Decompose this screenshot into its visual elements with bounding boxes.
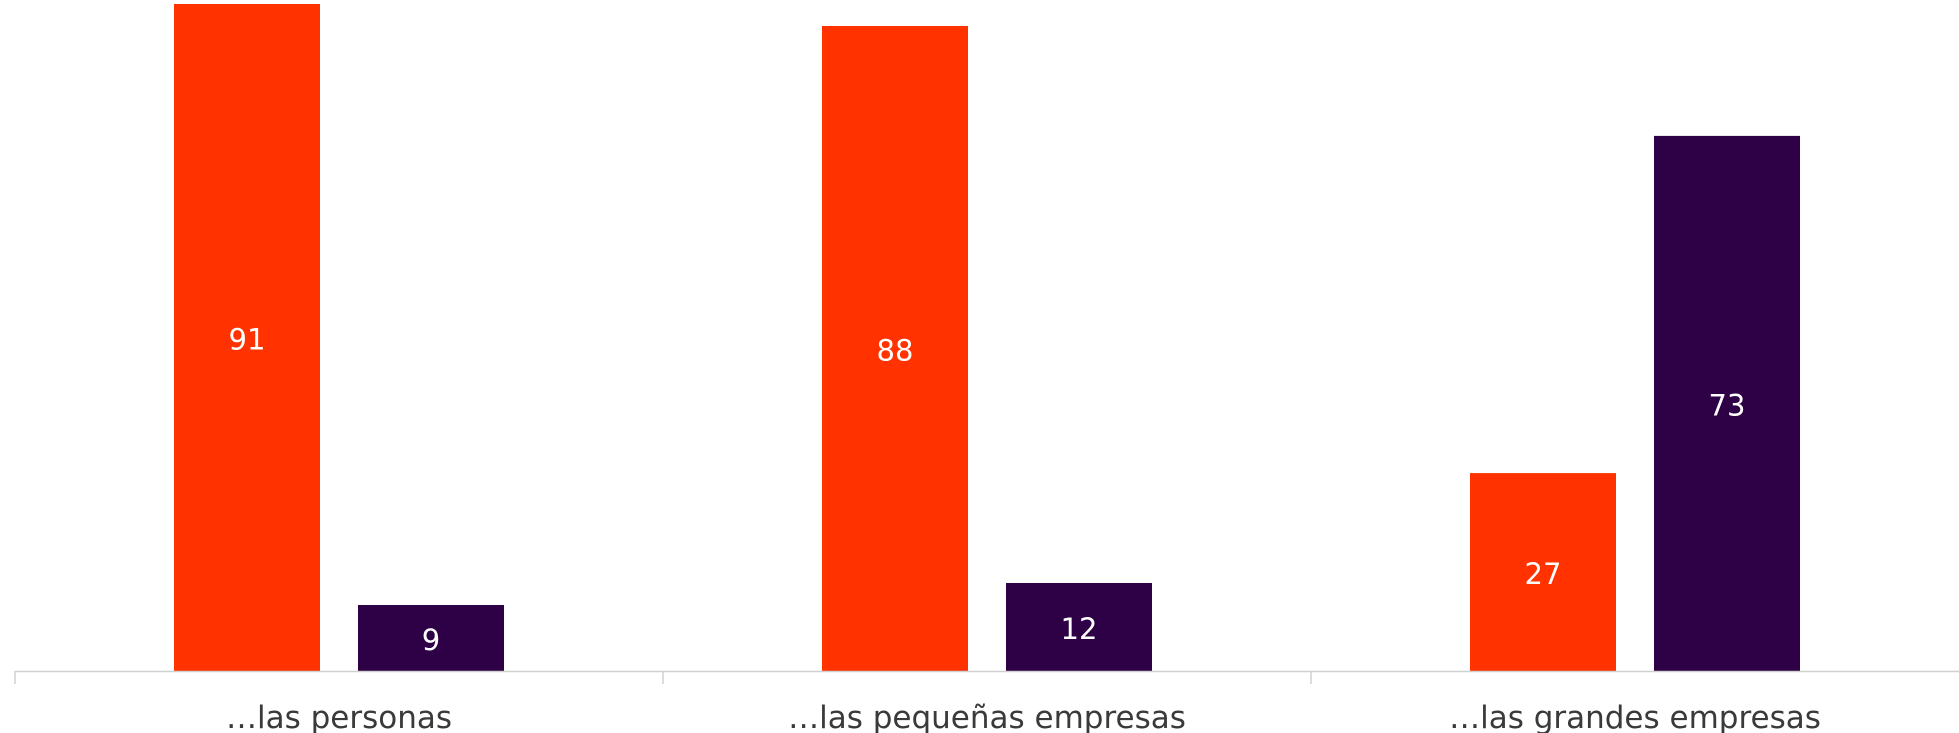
bars-group [174,4,1800,671]
value-label-series1-cat2: 88 [877,334,914,368]
category-label-1: …las personas [226,700,452,733]
value-labels-group: 91 9 88 12 27 73 [229,323,1746,658]
category-label-3: …las grandes empresas [1449,700,1821,733]
bar-series2-cat3 [1654,135,1800,671]
x-axis-ticks [14,671,1312,684]
value-label-series1-cat1: 91 [229,323,266,357]
bar-series1-cat1 [174,4,320,671]
value-label-series2-cat3: 73 [1709,389,1746,423]
value-label-series1-cat3: 27 [1525,557,1562,591]
bar-series1-cat3 [1470,473,1616,671]
category-labels-group: …las personas …las pequeñas empresas …las … [226,700,1821,733]
bar-series2-cat1 [358,605,504,671]
value-label-series2-cat1: 9 [422,623,440,657]
bar-series1-cat2 [822,26,968,671]
bar-series2-cat2 [1006,583,1152,671]
value-label-series2-cat2: 12 [1061,612,1098,646]
category-label-2: …las pequeñas empresas [788,700,1186,733]
